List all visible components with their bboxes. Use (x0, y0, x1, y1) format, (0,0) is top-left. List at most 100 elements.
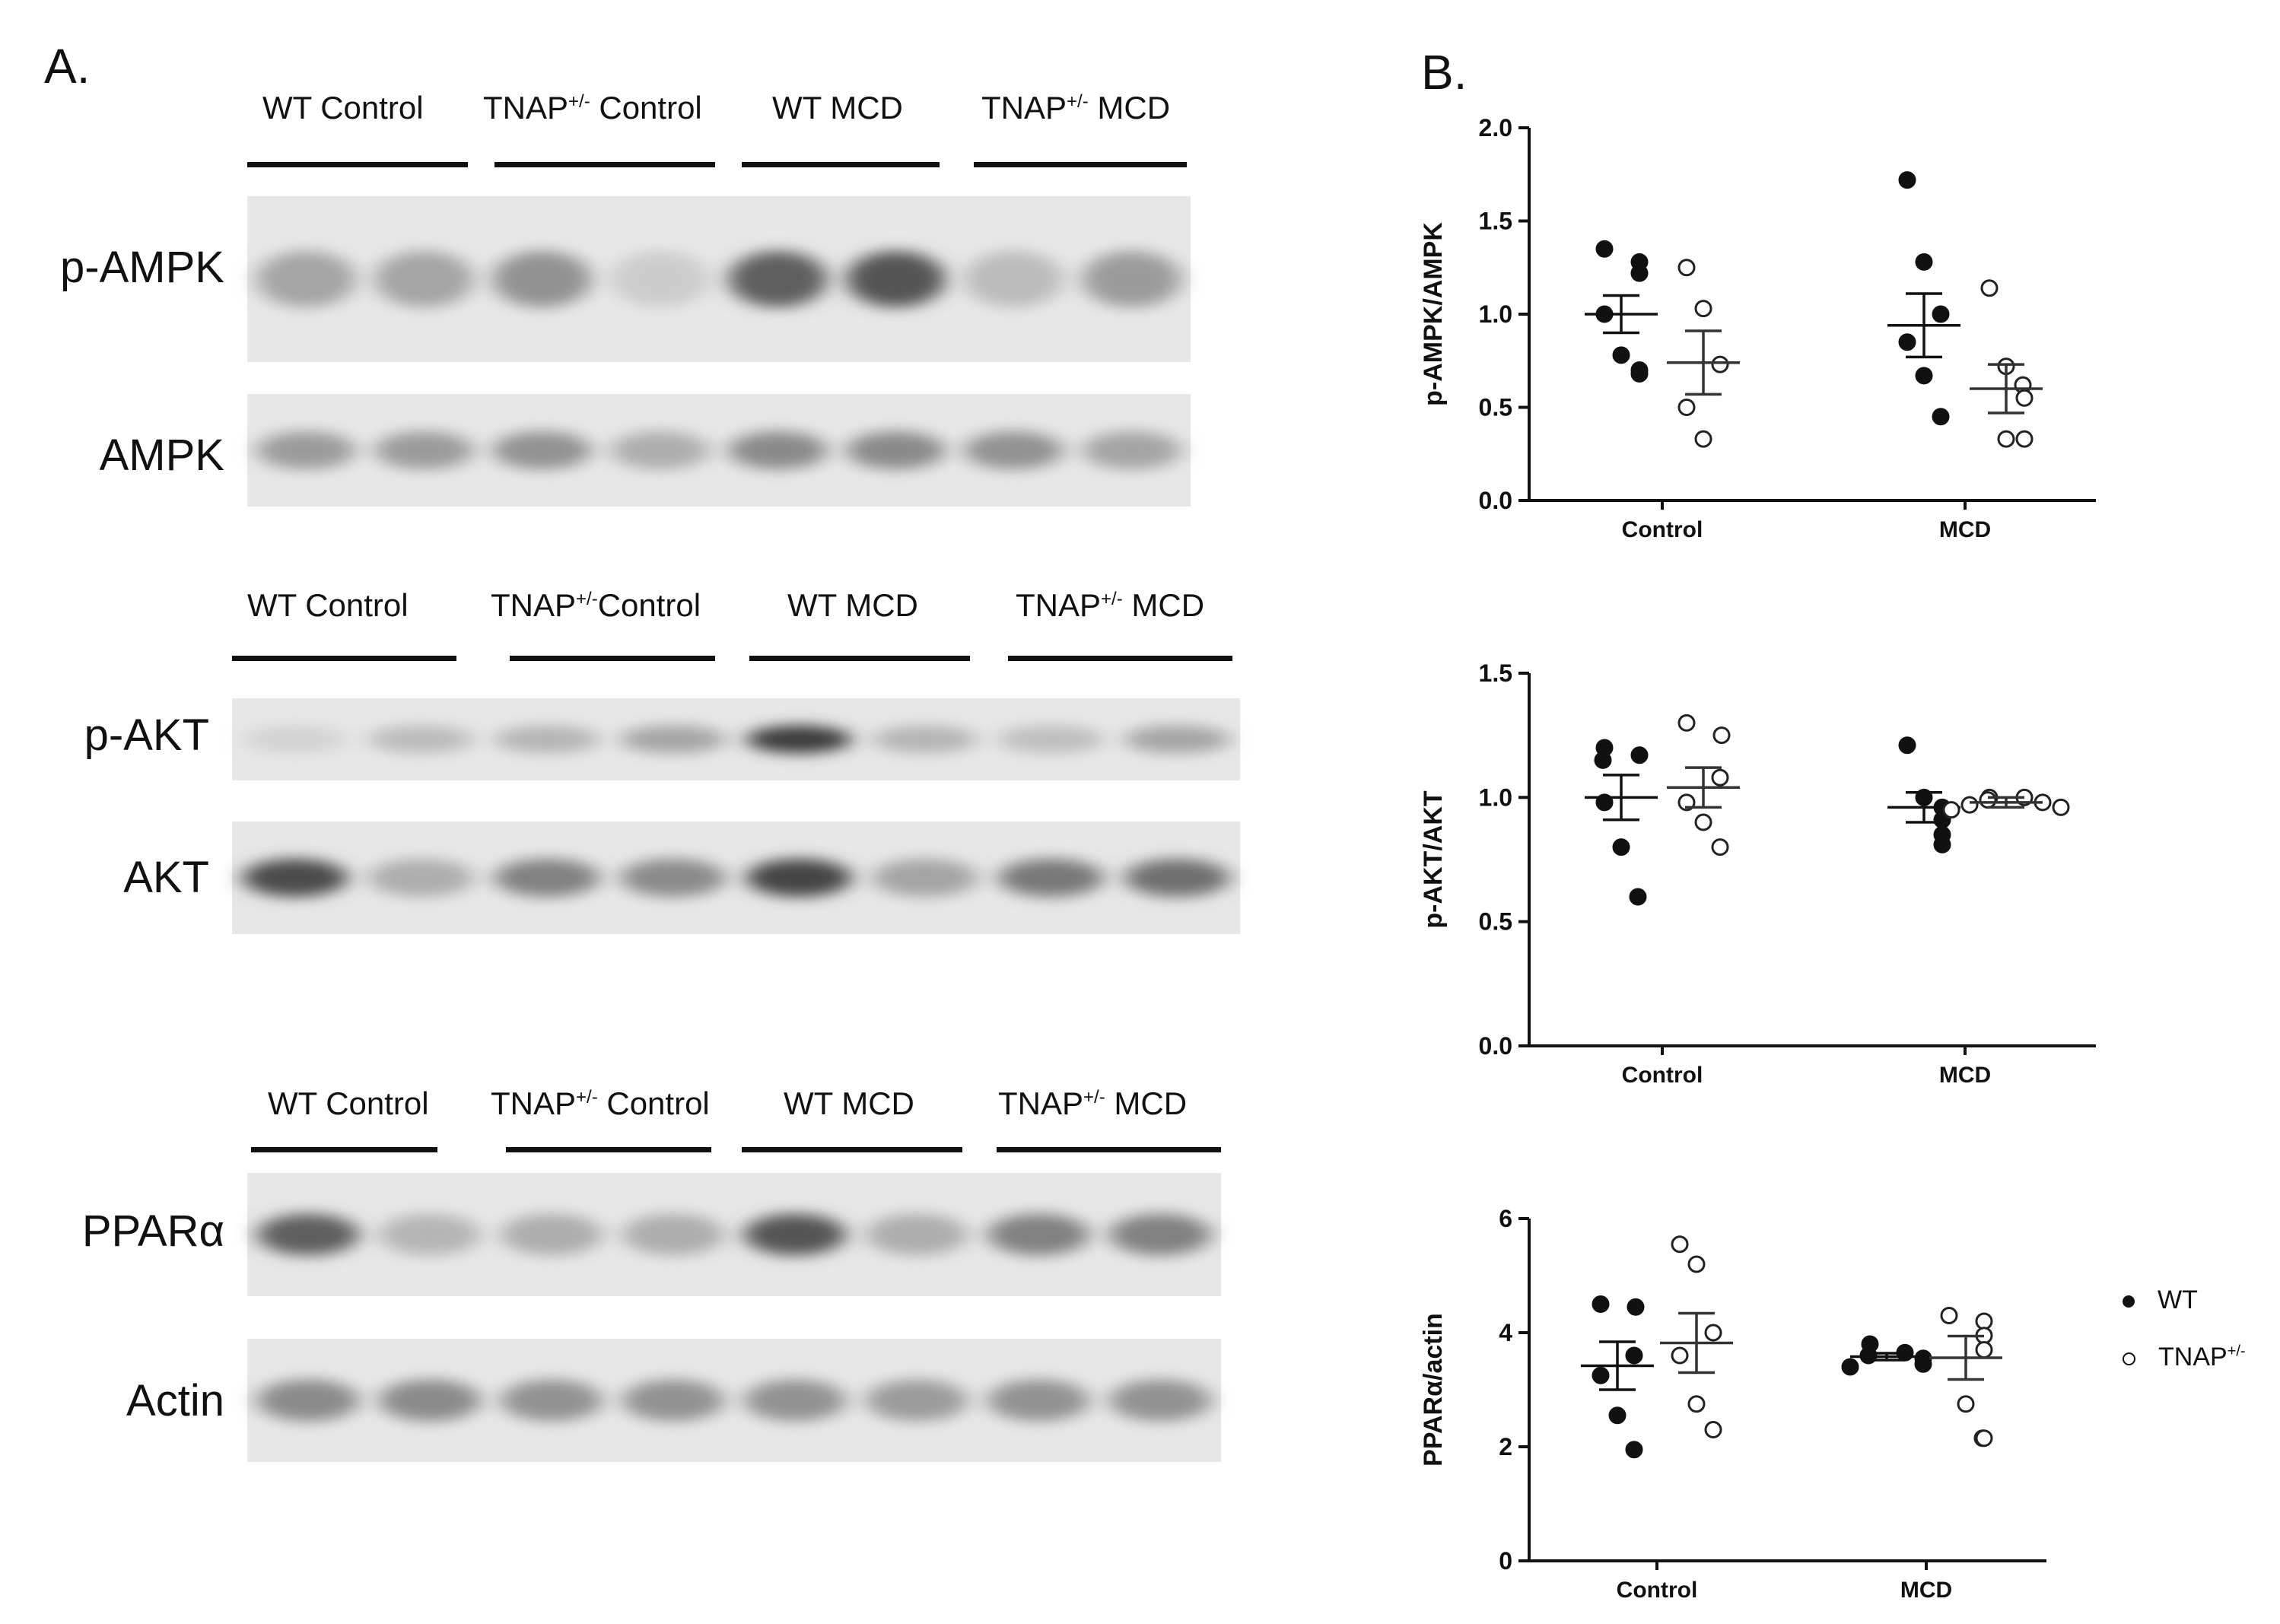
data-point-wt (1629, 888, 1647, 906)
y-tick-label: 4 (1499, 1319, 1512, 1346)
blot-band (494, 858, 600, 898)
y-tick-label: 0 (1499, 1547, 1512, 1575)
legend-marker-filled (2123, 1295, 2135, 1308)
lane-label-text: TNAP (491, 587, 577, 623)
blot-band (746, 725, 852, 754)
data-point-wt (1841, 1358, 1859, 1376)
data-point-tnap (1671, 1235, 1689, 1254)
lane-label-3: TNAP+/- MCD (1016, 587, 1204, 624)
lane-label-1: TNAP+/-Control (491, 587, 701, 624)
blot-band (872, 725, 978, 754)
lane-label-text: TNAP (491, 1085, 577, 1121)
data-point-tnap (1704, 1324, 1722, 1342)
blot-band (492, 431, 592, 470)
data-point-wt (1592, 1295, 1610, 1313)
data-point-wt (1630, 746, 1649, 764)
data-point-wt (1608, 1406, 1627, 1425)
blot-row-label: PPARα (81, 1206, 224, 1256)
blot-band (998, 858, 1105, 898)
blot-band (494, 725, 600, 754)
lane-group-line (1008, 656, 1232, 661)
lane-group-line (974, 162, 1187, 167)
lane-label-3: TNAP+/- MCD (981, 90, 1170, 126)
lane-label-text: WT Control (262, 90, 424, 126)
data-point-tnap (2015, 430, 2034, 448)
data-point-wt (1898, 736, 1916, 755)
blot-band (728, 431, 828, 470)
y-tick-label: 1.5 (1479, 208, 1512, 235)
lane-label-superscript: +/- (1083, 1087, 1105, 1108)
lane-label-superscript: +/- (1067, 91, 1089, 112)
data-point-tnap (1942, 801, 1960, 819)
data-point-wt (1625, 1441, 1643, 1459)
data-point-wt (1630, 364, 1649, 383)
blot-band (500, 1379, 603, 1422)
x-tick-label: Control (1622, 517, 1703, 542)
data-point-tnap (1975, 1429, 1993, 1448)
data-point-tnap (1677, 259, 1696, 277)
x-tick-label: Control (1622, 1063, 1703, 1088)
blot-strip (247, 1339, 1221, 1462)
blot-band (367, 725, 474, 754)
blot-band (743, 1213, 847, 1256)
lane-label-0: WT Control (268, 1085, 429, 1122)
blot-row-label: p-AMPK (60, 243, 224, 292)
blot-band (964, 250, 1064, 308)
lane-group-line (749, 656, 970, 661)
data-point-wt (1933, 835, 1951, 853)
y-tick-label: 0.5 (1479, 394, 1512, 421)
data-point-wt (1595, 240, 1614, 258)
blot-strip (247, 394, 1191, 507)
data-point-wt (1594, 751, 1612, 769)
lane-label-superscript: +/- (576, 589, 598, 609)
y-tick-label: 0.0 (1479, 487, 1512, 514)
data-point-tnap (1975, 1312, 1993, 1330)
data-point-wt (1612, 346, 1630, 364)
data-point-wt (1627, 1298, 1645, 1316)
x-tick-label: MCD (1900, 1578, 1952, 1603)
blot-band (1124, 725, 1230, 754)
blot-row-label: Actin (126, 1376, 224, 1425)
data-point-tnap (1711, 355, 1729, 373)
y-tick-label: 1.0 (1479, 783, 1512, 811)
blot-band (610, 250, 710, 308)
y-tick-label: 2 (1499, 1433, 1512, 1460)
y-tick-label: 1.0 (1479, 300, 1512, 328)
blot-row-label: p-AKT (84, 710, 209, 760)
legend-label-tnap-sup: +/- (2227, 1343, 2246, 1360)
y-tick-label: 6 (1499, 1205, 1512, 1232)
blot-band (1082, 250, 1181, 308)
lane-label-suffix: Control (597, 587, 701, 623)
legend-marker-open (2123, 1352, 2135, 1365)
lane-label-suffix: Control (590, 90, 702, 126)
blot-band (987, 1213, 1090, 1256)
blot-band (378, 1379, 482, 1422)
blot-band (242, 725, 348, 754)
lane-label-text: WT Control (268, 1085, 429, 1121)
lane-label-1: TNAP+/- Control (491, 1085, 710, 1122)
blot-band (242, 858, 348, 898)
blot-band (378, 1213, 482, 1256)
data-point-tnap (1980, 279, 1999, 297)
blot-band (746, 858, 852, 898)
blot-strip (247, 196, 1191, 362)
blot-band (620, 725, 727, 754)
lane-group-line (494, 162, 715, 167)
blot-row-label: AMPK (99, 431, 224, 480)
data-point-tnap (1711, 768, 1729, 787)
data-point-tnap (1694, 813, 1712, 831)
data-point-wt (1625, 1346, 1643, 1365)
data-point-wt (1592, 1366, 1610, 1384)
data-point-tnap (1957, 1395, 1975, 1413)
lane-group-line (742, 1147, 962, 1152)
legend-label-wt: WT (2158, 1286, 2198, 1314)
blot-band (492, 250, 592, 308)
blot-band (872, 858, 978, 898)
lane-group-line (510, 656, 715, 661)
legend-label-tnap: TNAP (2158, 1343, 2228, 1371)
lane-label-suffix: MCD (1105, 1085, 1188, 1121)
lane-label-2: WT MCD (772, 90, 903, 126)
blot-band (846, 250, 946, 308)
lane-group-line (251, 1147, 437, 1152)
